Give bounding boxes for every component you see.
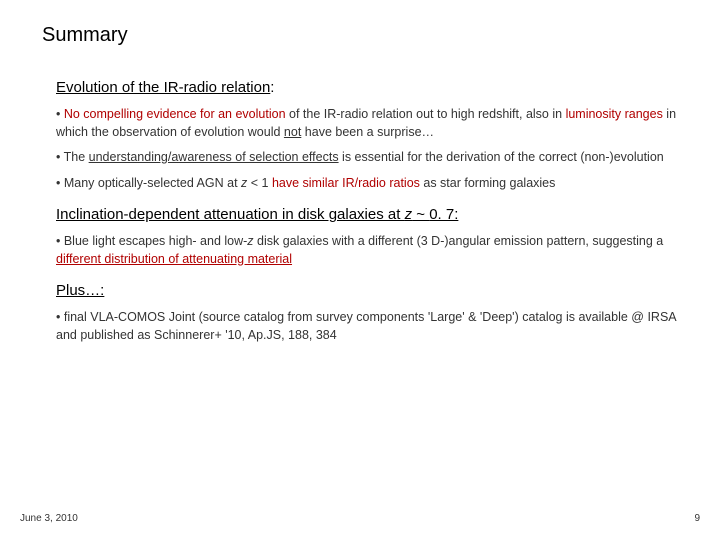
s2b1-pre: • Blue light escapes high- and low- (56, 234, 247, 248)
b2-pre: • The (56, 150, 89, 164)
section1-heading-colon: : (270, 79, 274, 96)
b3-mid: < 1 (247, 176, 272, 190)
s2h-z: z (405, 206, 413, 223)
section2-heading: Inclination-dependent attenuation in dis… (56, 206, 680, 223)
b3-pre: • Many optically-selected AGN at (56, 176, 241, 190)
section3-heading: Plus…: (56, 282, 680, 299)
footer-page-number: 9 (694, 513, 700, 524)
b2-end: is essential for the derivation of the c… (339, 150, 664, 164)
s2b1-red: different distribution of attenuating ma… (56, 252, 292, 266)
b3-end: as star forming galaxies (420, 176, 555, 190)
b1-red2: luminosity ranges (566, 107, 663, 121)
b3-red: have similar IR/radio ratios (272, 176, 420, 190)
s3h: Plus…: (56, 282, 104, 299)
s2h-pre: Inclination-dependent attenuation in dis… (56, 206, 405, 223)
b1-end: have been a surprise… (301, 125, 434, 139)
s2h-tilde: ~ (412, 206, 429, 223)
b1-pre: • (56, 107, 64, 121)
slide-container: Summary Evolution of the IR-radio relati… (0, 0, 720, 540)
section1-bullet2: • The understanding/awareness of selecti… (56, 149, 680, 167)
b1-red1: No compelling evidence for an evolution (64, 107, 286, 121)
section1-heading-text: Evolution of the IR-radio relation (56, 79, 270, 96)
section1-bullet3: • Many optically-selected AGN at z < 1 h… (56, 175, 680, 193)
section2-bullet1: • Blue light escapes high- and low-z dis… (56, 233, 680, 268)
b1-not: not (284, 125, 301, 139)
slide-title: Summary (42, 24, 680, 47)
b2-u: understanding/awareness of selection eff… (89, 150, 339, 164)
section1-bullet1: • No compelling evidence for an evolutio… (56, 106, 680, 141)
b1-mid: of the IR-radio relation out to high red… (286, 107, 566, 121)
slide-content: Evolution of the IR-radio relation: • No… (56, 79, 680, 344)
section3-bullet1: • final VLA-COMOS Joint (source catalog … (56, 309, 680, 344)
s2b1-mid: disk galaxies with a different (3 D-)ang… (254, 234, 664, 248)
section1-heading: Evolution of the IR-radio relation: (56, 79, 680, 96)
s2h-end: 0. 7: (429, 206, 458, 223)
footer-date: June 3, 2010 (20, 513, 78, 524)
